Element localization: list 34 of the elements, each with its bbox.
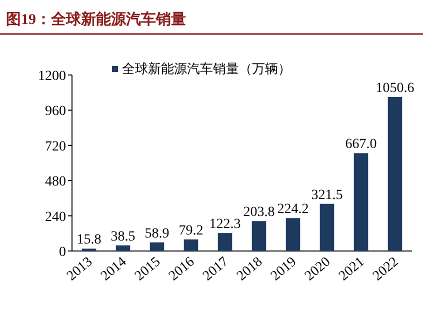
data-label: 122.3 [209,217,241,232]
bar [218,233,232,251]
data-label: 58.9 [144,226,170,242]
x-tick-label: 2022 [370,254,402,284]
x-tick-label: 2019 [268,254,300,284]
data-label: 38.5 [110,229,136,244]
y-tick-label: 720 [45,139,66,154]
data-label: 321.5 [311,188,343,203]
y-tick-label: 240 [45,210,66,225]
bar [354,153,368,251]
y-tick-label: 0 [59,245,66,260]
y-tick-label: 480 [45,174,66,190]
chart-title: 图19：全球新能源汽车销量 [6,10,186,28]
bar [116,245,130,251]
bar [252,221,266,251]
bar [150,242,164,251]
x-tick-label: 2014 [98,254,130,284]
data-label: 203.8 [243,205,275,220]
bar [388,96,402,251]
y-tick-label: 1200 [38,69,66,84]
data-label: 15.8 [76,232,102,248]
data-label: 667.0 [345,137,377,152]
x-tick-label: 2021 [336,254,368,284]
data-label: 1050.6 [376,80,414,96]
x-tick-label: 2013 [64,254,96,284]
bar [320,204,334,251]
bar [184,239,198,251]
legend-label: 全球新能源汽车销量（万辆） [122,61,291,76]
x-tick-label: 2018 [234,254,266,284]
x-tick-label: 2020 [302,254,334,284]
data-label: 224.2 [277,202,309,218]
y-tick-label: 960 [45,104,66,120]
data-label: 79.2 [178,223,204,238]
bar [286,218,300,251]
